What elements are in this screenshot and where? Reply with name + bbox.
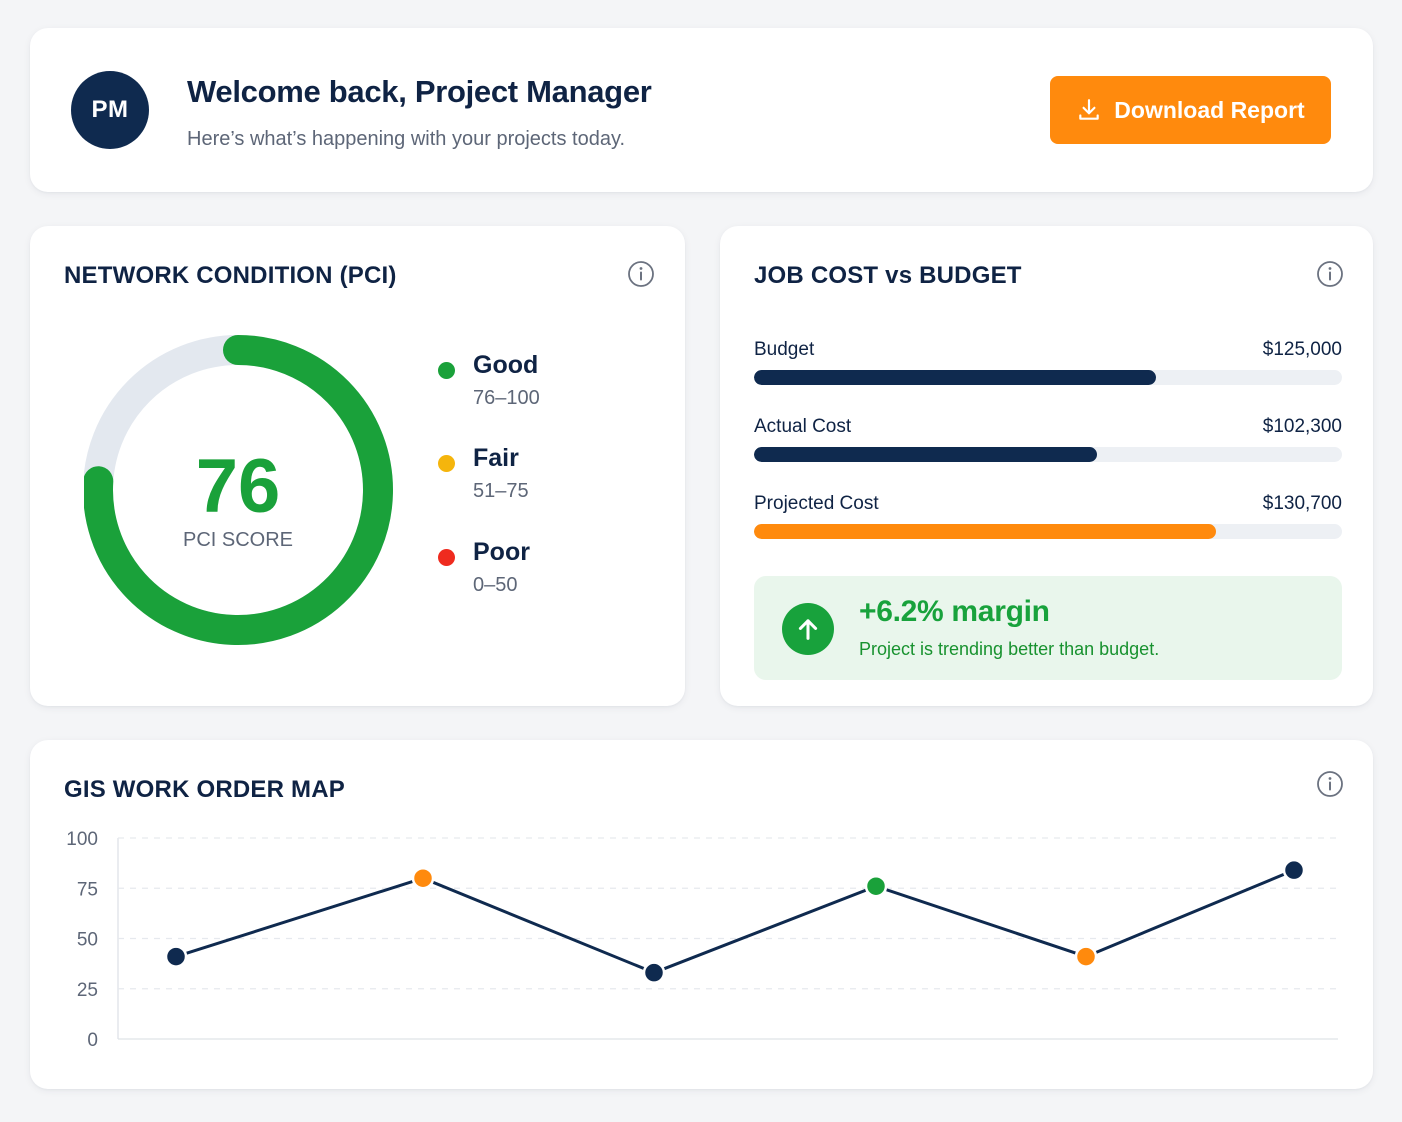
legend-fair-label: Fair: [473, 444, 519, 472]
arrow-up-icon: [798, 619, 818, 640]
actual-cost-bar-row: Actual Cost $102,300: [754, 416, 1342, 466]
work-order-point[interactable]: [411, 866, 435, 890]
welcome-header: PM Welcome back, Project Manager Here’s …: [30, 28, 1373, 192]
projected-cost-bar-track: [754, 524, 1342, 539]
legend-good: Good 76–100: [438, 351, 638, 421]
good-status-dot: [438, 362, 455, 379]
actual-cost-bar-track: [754, 447, 1342, 462]
actual-cost-value: $102,300: [1262, 416, 1342, 437]
projected-cost-bar-row: Projected Cost $130,700: [754, 493, 1342, 543]
download-icon: [1079, 99, 1100, 120]
budget-label: Budget: [754, 339, 815, 360]
legend-fair: Fair 51–75: [438, 444, 638, 514]
margin-indicator: [782, 603, 834, 655]
page-title: Welcome back, Project Manager: [187, 74, 652, 109]
gis-card-title: GIS WORK ORDER MAP: [64, 776, 345, 803]
y-tick-label: 100: [66, 829, 98, 850]
actual-cost-bar-fill: [754, 447, 1098, 462]
legend-poor-range: 0–50: [473, 574, 518, 596]
job-cost-card: JOB COST vs BUDGET Budget $125,000 Actua…: [720, 226, 1373, 706]
info-icon[interactable]: [627, 260, 655, 288]
fair-status-dot: [438, 455, 455, 472]
work-order-point[interactable]: [1074, 945, 1098, 968]
legend-good-label: Good: [473, 351, 539, 379]
download-report-button[interactable]: Download Report: [1050, 76, 1331, 144]
legend-fair-range: 51–75: [473, 480, 529, 502]
poor-status-dot: [438, 549, 455, 566]
avatar[interactable]: PM: [71, 71, 149, 149]
y-tick-label: 0: [87, 1030, 98, 1051]
info-icon[interactable]: [1316, 260, 1344, 288]
legend-good-range: 76–100: [473, 387, 540, 409]
pci-score-value: 76: [196, 444, 281, 529]
pci-gauge-arc: [84, 335, 393, 645]
budget-bar-fill: [754, 370, 1157, 385]
budget-bar-track: [754, 370, 1342, 385]
download-report-label: Download Report: [1114, 96, 1305, 123]
margin-summary: +6.2% margin Project is trending better …: [754, 576, 1342, 680]
work-order-line-chart: 100 75 50 25 0: [66, 829, 1338, 1051]
work-order-point[interactable]: [864, 874, 888, 898]
budget-value: $125,000: [1262, 339, 1342, 360]
pci-score-label: PCI SCORE: [183, 529, 293, 551]
actual-cost-label: Actual Cost: [754, 416, 852, 437]
series-line: [175, 868, 1295, 975]
projected-cost-value: $130,700: [1262, 493, 1342, 514]
network-condition-card: NETWORK CONDITION (PCI) 76 PCI SCORE Goo…: [30, 226, 685, 706]
work-order-point[interactable]: [1282, 858, 1306, 882]
margin-description: Project is trending better than budget.: [859, 639, 1160, 659]
budget-bar-row: Budget $125,000: [754, 339, 1342, 389]
legend-poor: Poor 0–50: [438, 538, 638, 608]
legend-poor-label: Poor: [473, 538, 530, 566]
pci-card-title: NETWORK CONDITION (PCI): [64, 262, 397, 289]
y-tick-label: 25: [77, 980, 98, 1001]
margin-title: +6.2% margin: [859, 595, 1050, 628]
y-tick-label: 50: [77, 930, 98, 951]
work-order-point[interactable]: [642, 961, 666, 984]
page-subtitle: Here’s what’s happening with your projec…: [187, 128, 626, 150]
work-order-point[interactable]: [164, 945, 188, 968]
info-icon[interactable]: [1316, 770, 1344, 798]
job-cost-card-title: JOB COST vs BUDGET: [754, 262, 1022, 289]
y-tick-label: 75: [77, 879, 98, 900]
pci-gauge: 76 PCI SCORE: [84, 335, 393, 645]
projected-cost-label: Projected Cost: [754, 493, 879, 514]
projected-cost-bar-fill: [754, 524, 1216, 539]
gis-work-order-card: GIS WORK ORDER MAP 100 75 50 25 0: [30, 740, 1373, 1089]
